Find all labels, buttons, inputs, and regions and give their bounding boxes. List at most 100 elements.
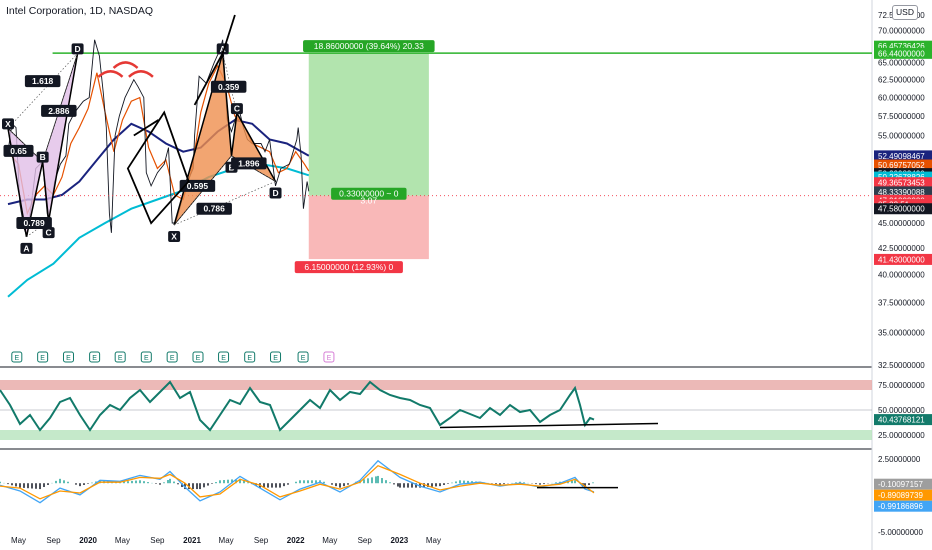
profit-zone — [308, 53, 429, 196]
ratio-label: 1.896 — [238, 158, 260, 168]
chart-title: Intel Corporation, 1D, NASDAQ — [6, 5, 154, 17]
future-earnings-label: E — [327, 355, 332, 362]
price-tick-label: 65.00000000 — [878, 59, 925, 68]
pattern-point-label: A — [23, 243, 29, 253]
future-earnings-marker — [323, 351, 335, 363]
rsi-band — [0, 380, 872, 390]
ratio-badge — [3, 144, 34, 157]
earnings-marker-label: E — [170, 355, 175, 362]
shoulder-arc — [112, 61, 139, 69]
earnings-marker — [114, 351, 126, 363]
rsi-tick-label: 25.00000000 — [878, 431, 925, 440]
pattern-point-badge — [2, 118, 14, 130]
target-label-bg — [303, 40, 435, 53]
ratio-badge — [24, 75, 61, 88]
pattern-point-badge — [36, 151, 49, 163]
earnings-marker — [244, 351, 256, 363]
time-tick-label: Sep — [150, 536, 165, 545]
price-label-bg — [874, 203, 932, 215]
target-label: 18.86000000 (39.64%) 20.33 — [314, 41, 424, 51]
ratio-label: 0.786 — [204, 204, 226, 214]
macd-last-bg — [874, 478, 932, 490]
plot-background — [0, 0, 872, 550]
time-tick-label: 2020 — [79, 536, 97, 545]
earnings-marker — [62, 351, 74, 363]
ratio-label: 1.618 — [32, 76, 54, 86]
time-tick-label: May — [322, 536, 337, 545]
pattern-point-badge — [230, 103, 243, 115]
earnings-marker — [297, 351, 309, 363]
price-label-bg — [874, 159, 932, 171]
earnings-marker-label: E — [92, 355, 97, 362]
ratio-badge — [179, 179, 216, 192]
macd-tick-label: -5.00000000 — [878, 528, 923, 537]
earnings-marker — [11, 351, 23, 363]
ratio-label: 0.65 — [10, 146, 27, 156]
stop-label: 6.15000000 (12.93%) 0 — [304, 262, 393, 272]
shoulder-arc — [97, 70, 124, 78]
price-label: 48.33390088 — [878, 188, 925, 197]
time-tick-label: May — [426, 536, 441, 545]
harmonic-ratio-line — [7, 128, 43, 162]
earnings-marker-label: E — [118, 355, 123, 362]
price-label-bg — [874, 253, 932, 265]
macd-tick-label: 2.50000000 — [878, 455, 921, 464]
rsi-band — [0, 430, 872, 440]
pattern-point-label: C — [46, 228, 52, 238]
ratio-label: 0.359 — [218, 82, 240, 92]
macd-last-label: -0.99186896 — [878, 502, 923, 511]
price-tick-label: 42.50000000 — [878, 244, 925, 253]
price-label: 66.45736426 — [878, 42, 925, 51]
earnings-marker-label: E — [221, 355, 226, 362]
price-tick-label: 62.50000000 — [878, 76, 925, 85]
price-tick-label: 45.00000000 — [878, 219, 925, 228]
time-tick-label: Sep — [358, 536, 373, 545]
price-label-bg — [874, 186, 932, 198]
earnings-marker-label: E — [66, 355, 71, 362]
pattern-point-label: X — [5, 119, 11, 129]
time-tick-label: 2023 — [390, 536, 408, 545]
price-tick-label: 35.00000000 — [878, 329, 925, 338]
price-label: 49.36573453 — [878, 179, 925, 188]
earnings-marker — [89, 351, 101, 363]
earnings-marker-label: E — [301, 355, 306, 362]
time-tick-label: 2021 — [183, 536, 201, 545]
entry-sublabel: 3.07 — [361, 196, 378, 206]
pattern-point-label: D — [272, 188, 278, 198]
ratio-label: 0.595 — [187, 181, 209, 191]
earnings-marker-label: E — [14, 355, 19, 362]
price-label-bg — [874, 47, 932, 59]
rsi-tick-label: 50.00000000 — [878, 406, 925, 415]
price-label: 41.43000000 — [878, 255, 925, 264]
stop-label-bg — [294, 261, 403, 274]
rsi-trendline — [439, 422, 659, 429]
ratio-badge — [16, 217, 52, 230]
ratio-badge — [196, 202, 232, 215]
price-tick-label: 37.50000000 — [878, 299, 925, 308]
pattern-point-badge — [71, 43, 84, 55]
price-tick-label: 57.50000000 — [878, 112, 925, 121]
earnings-marker — [37, 351, 49, 363]
pattern-point-label: A — [220, 44, 226, 54]
ratio-badge — [210, 80, 247, 93]
entry-label: 0.33000000 ~ 0 — [339, 189, 399, 199]
time-tick-label: May — [219, 536, 234, 545]
harmonic-ratio-line — [174, 181, 276, 226]
extension-leg — [193, 52, 224, 106]
ratio-label: 2.886 — [48, 106, 70, 116]
harmonic-ratio-line — [26, 220, 49, 238]
time-tick-label: Sep — [254, 536, 269, 545]
harmonic-ratio-line — [173, 155, 232, 226]
currency-badge[interactable]: USD — [892, 5, 918, 20]
extension-leg — [221, 14, 236, 54]
price-label: 52.49098467 — [878, 152, 925, 161]
pattern-point-badge — [20, 242, 33, 254]
time-tick-label: 2022 — [287, 536, 305, 545]
rsi-last-label: 40.43768121 — [878, 416, 925, 425]
earnings-marker-label: E — [40, 355, 45, 362]
price-label: 47.58000000 — [878, 205, 925, 214]
price-tick-label: 70.00000000 — [878, 26, 925, 35]
pattern-point-badge — [269, 187, 282, 199]
